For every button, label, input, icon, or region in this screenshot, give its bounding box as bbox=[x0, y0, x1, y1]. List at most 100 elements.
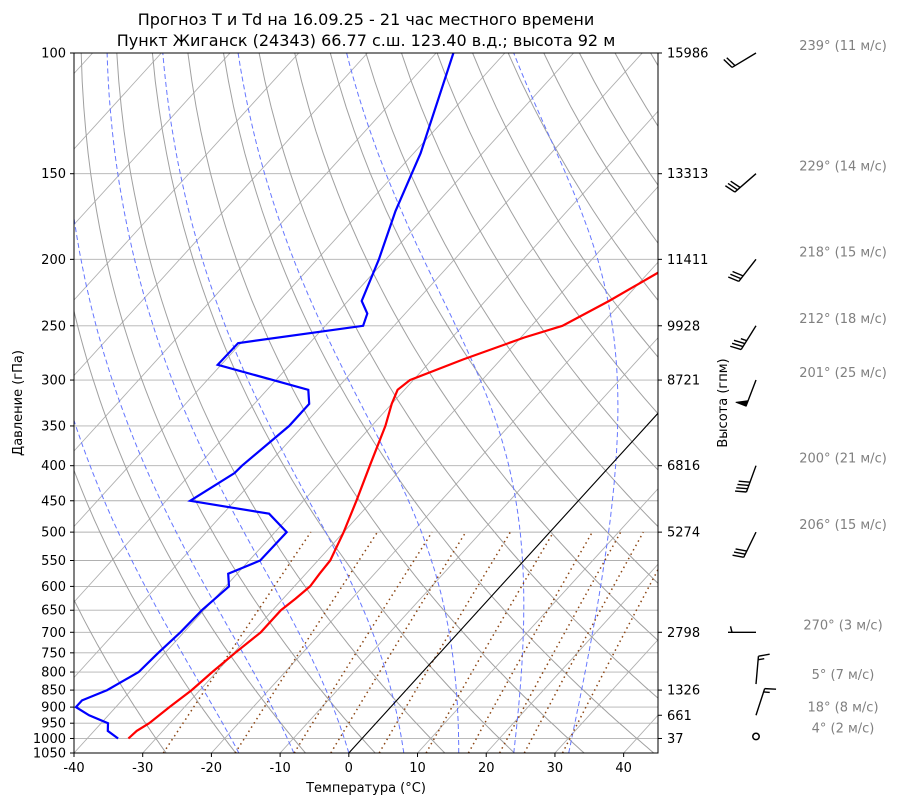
barb-full-flag bbox=[732, 343, 743, 346]
pressure-tick-label: 150 bbox=[41, 167, 66, 182]
wind-barb: 212° (18 м/с) bbox=[730, 312, 887, 350]
dry-adiabat bbox=[793, 53, 900, 753]
wind-profile: 239° (11 м/с) 229° (14 м/с) 218° (15 м/с) 2… bbox=[724, 39, 887, 740]
pressure-tick-label: 350 bbox=[41, 419, 66, 434]
pressure-tick-label: 500 bbox=[41, 526, 66, 541]
mixing-ratio-line bbox=[524, 532, 643, 753]
wind-barb: 239° (11 м/с) bbox=[724, 39, 887, 67]
wind-barb: 229° (14 м/с) bbox=[725, 160, 886, 192]
mixing-ratio-line bbox=[379, 532, 510, 753]
height-tick-label: 11411 bbox=[667, 253, 708, 268]
barb-half-flag bbox=[741, 339, 747, 341]
pressure-tick-label: 550 bbox=[41, 554, 66, 569]
height-tick-label: 37 bbox=[667, 732, 684, 747]
wind-barb: 5° (7 м/с) bbox=[756, 654, 874, 684]
height-tick-label: 6816 bbox=[667, 459, 700, 474]
pressure-tick-label: 850 bbox=[41, 684, 66, 699]
x-tick-label: -10 bbox=[270, 761, 291, 776]
dry-adiabat bbox=[366, 53, 900, 753]
moist-adiabat bbox=[163, 53, 404, 753]
barb-shaft bbox=[756, 656, 758, 684]
wind-barb: 218° (15 м/с) bbox=[728, 245, 887, 281]
mixing-ratio-line bbox=[294, 532, 432, 753]
dry-adiabat bbox=[259, 53, 723, 753]
barb-half-flag bbox=[758, 659, 764, 660]
wind-barb: 201° (25 м/с) bbox=[736, 366, 887, 406]
isotherm-line bbox=[0, 53, 574, 753]
barb-shaft bbox=[744, 532, 756, 557]
height-tick-label: 5274 bbox=[667, 526, 700, 541]
barb-shaft bbox=[739, 259, 756, 281]
isotherm-line bbox=[143, 53, 780, 753]
pressure-axis-ticks: 1001502002503003504004505005506006507007… bbox=[33, 47, 74, 762]
dry-adiabat bbox=[81, 53, 375, 753]
isotherm-line bbox=[0, 53, 505, 753]
height-tick-label: 1326 bbox=[667, 684, 700, 699]
pressure-tick-label: 450 bbox=[41, 494, 66, 509]
wind-label: 218° (15 м/с) bbox=[799, 245, 887, 260]
x-tick-label: 30 bbox=[547, 761, 564, 776]
pressure-tick-label: 1050 bbox=[33, 747, 66, 762]
pressure-tick-label: 300 bbox=[41, 374, 66, 389]
dry-adiabat bbox=[437, 53, 900, 753]
barb-shaft bbox=[746, 466, 756, 492]
plot-frame bbox=[74, 53, 658, 753]
barb-shaft bbox=[756, 689, 765, 716]
wind-label: 270° (3 м/с) bbox=[803, 618, 882, 633]
dry-adiabat bbox=[330, 53, 863, 753]
barb-full-flag bbox=[735, 491, 746, 492]
pressure-tick-label: 200 bbox=[41, 253, 66, 268]
dry-adiabat bbox=[757, 53, 900, 753]
plot-background-lines bbox=[0, 53, 900, 753]
chart-title-line1: Прогноз T и Td на 16.09.25 - 21 час мест… bbox=[138, 10, 594, 29]
pressure-tick-label: 400 bbox=[41, 459, 66, 474]
moist-adiabat bbox=[63, 53, 294, 753]
dry-adiabat bbox=[188, 53, 584, 753]
moist-adiabat bbox=[347, 53, 524, 753]
barb-full-flag bbox=[737, 484, 748, 485]
barb-full-flag bbox=[758, 654, 769, 656]
wind-label: 200° (21 м/с) bbox=[799, 452, 887, 467]
barb-shaft bbox=[735, 174, 756, 192]
isotherm-line bbox=[486, 53, 900, 753]
height-tick-label: 15986 bbox=[667, 47, 708, 62]
dry-adiabat bbox=[46, 53, 306, 753]
x-tick-label: 0 bbox=[345, 761, 353, 776]
barb-full-flag bbox=[736, 488, 747, 489]
chart-title-line2: Пункт Жиганск (24343) 66.77 с.ш. 123.40 … bbox=[117, 31, 616, 50]
dry-adiabat bbox=[722, 53, 900, 753]
barb-full-flag bbox=[736, 549, 747, 551]
isotherm-line bbox=[349, 53, 900, 753]
x-tick-label: 40 bbox=[615, 761, 632, 776]
pressure-tick-label: 800 bbox=[41, 666, 66, 681]
height-tick-label: 13313 bbox=[667, 167, 708, 182]
x-axis-label: Температура (°C) bbox=[305, 781, 426, 796]
barb-full-flag bbox=[733, 555, 744, 557]
pressure-tick-label: 650 bbox=[41, 604, 66, 619]
isotherm-line bbox=[0, 53, 230, 753]
wind-barb: 4° (2 м/с) bbox=[753, 721, 875, 739]
height-axis-ticks: 1598613313114119928872168165274279813266… bbox=[658, 47, 708, 747]
barb-pennant bbox=[736, 401, 748, 407]
pressure-tick-label: 700 bbox=[41, 626, 66, 641]
wind-label: 201° (25 м/с) bbox=[799, 366, 887, 381]
wind-barb: 18° (8 м/с) bbox=[756, 689, 879, 716]
pressure-tick-label: 750 bbox=[41, 646, 66, 661]
dry-adiabat bbox=[473, 53, 900, 753]
dry-adiabat bbox=[508, 53, 900, 753]
dewpoint-profile-line bbox=[76, 53, 454, 739]
moist-adiabat bbox=[238, 53, 459, 753]
barb-full-flag bbox=[739, 481, 750, 482]
mixing-ratio-line bbox=[563, 532, 679, 753]
barb-shaft bbox=[732, 53, 756, 67]
dry-adiabat bbox=[651, 53, 900, 753]
y-axis-label-right: Высота (гпм) bbox=[716, 358, 731, 447]
calm-wind-circle bbox=[753, 733, 759, 739]
dry-adiabat bbox=[117, 53, 445, 753]
height-tick-label: 2798 bbox=[667, 626, 700, 641]
barb-full-flag bbox=[734, 340, 745, 343]
pressure-tick-label: 100 bbox=[41, 47, 66, 62]
x-tick-label: 20 bbox=[478, 761, 495, 776]
